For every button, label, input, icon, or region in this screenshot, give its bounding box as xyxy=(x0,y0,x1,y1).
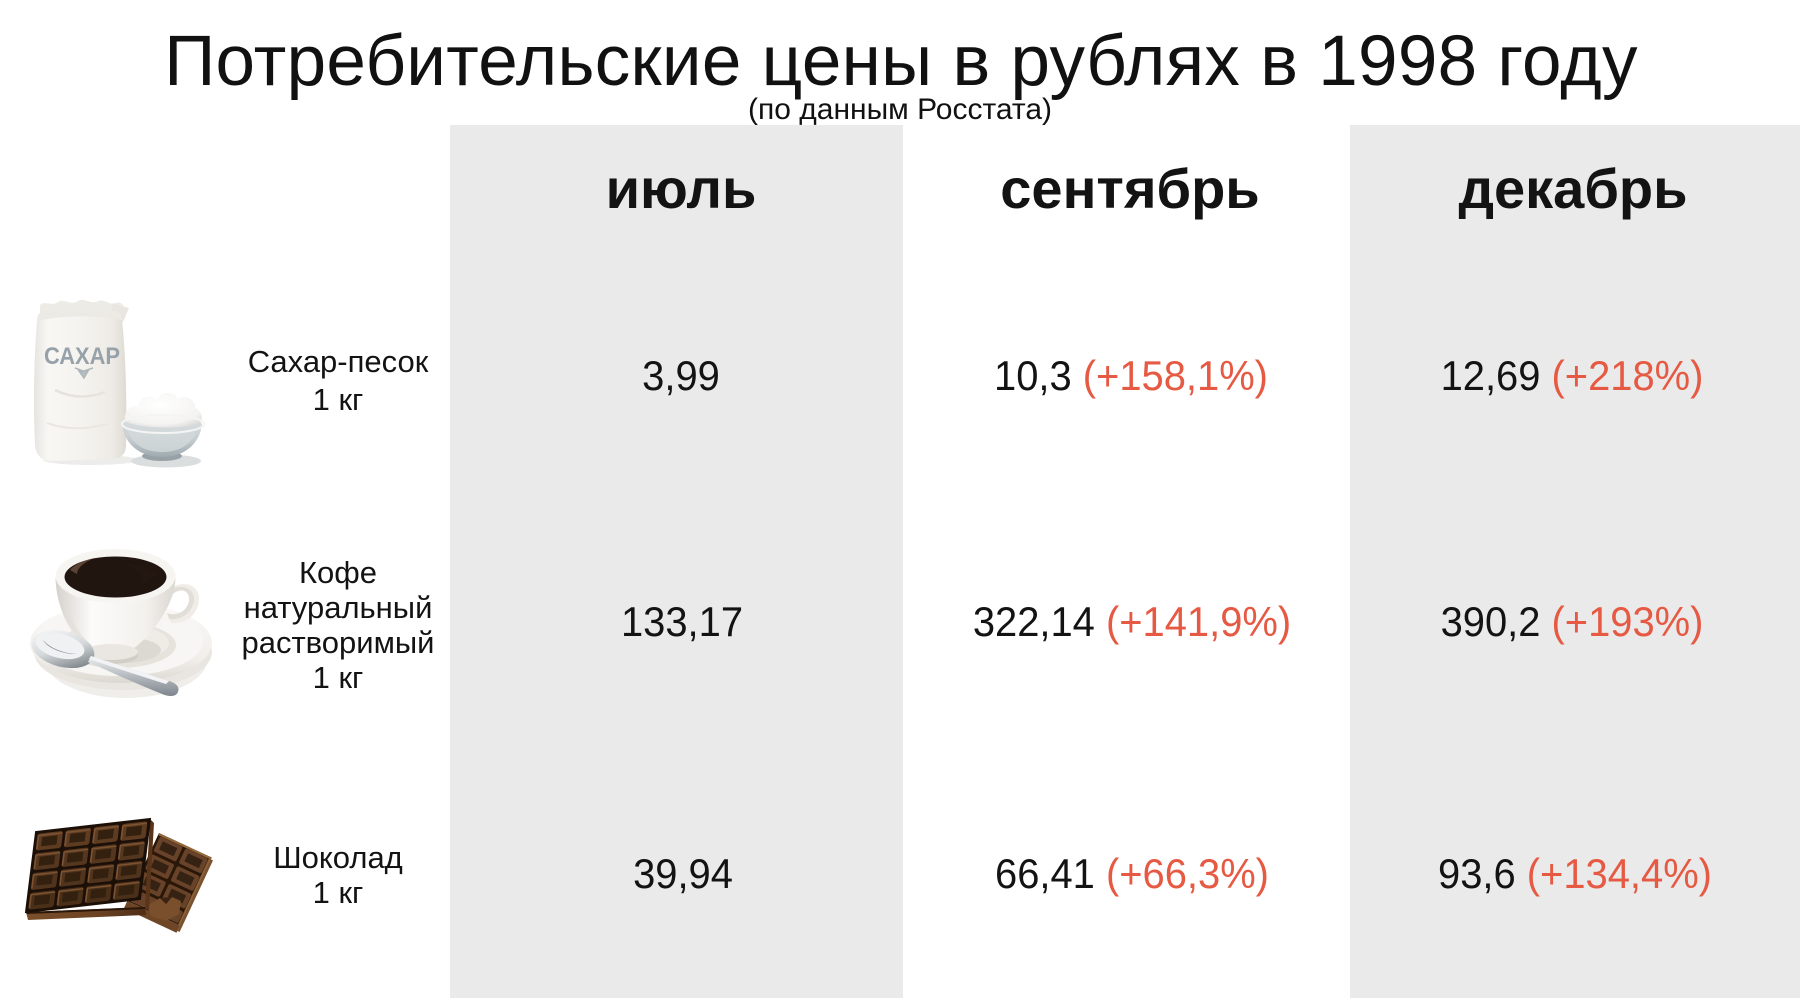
svg-text:САХАР: САХАР xyxy=(44,343,120,370)
